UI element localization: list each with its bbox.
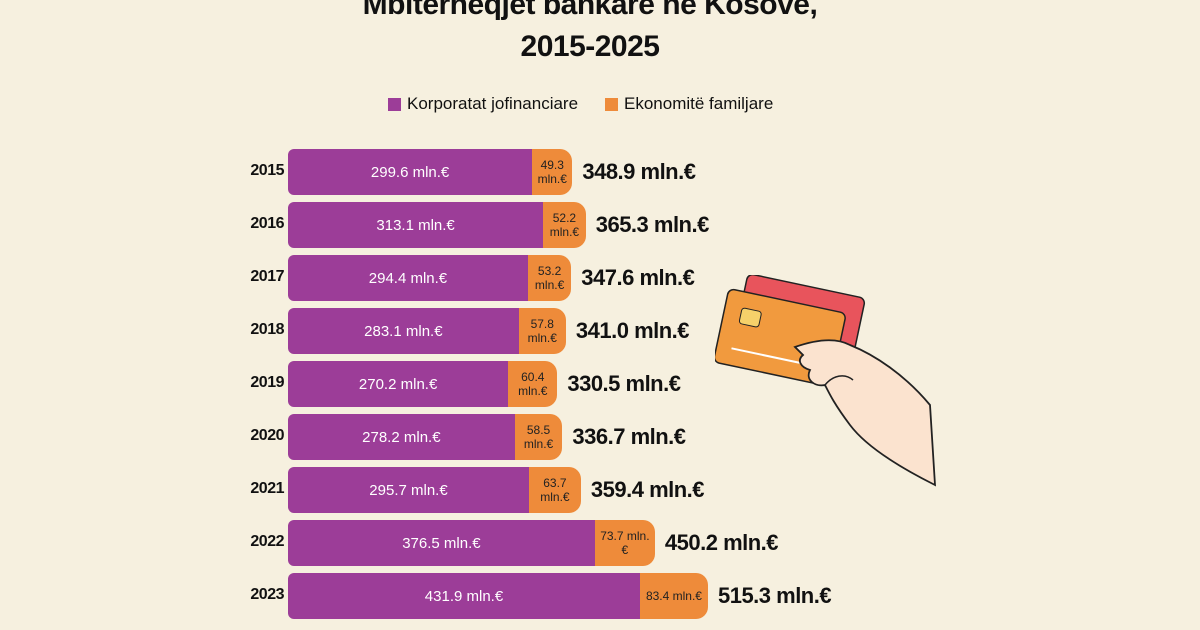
bar-segment: 278.2 mln.€ [288, 414, 515, 460]
total-label: 450.2 mln.€ [664, 530, 779, 555]
total-label: 359.4 mln.€ [590, 477, 705, 502]
bar-segment: 283.1 mln.€ [288, 308, 519, 354]
bar-segment: 63.7 mln.€ [528, 467, 581, 513]
chart-title: Mbitërheqjet bankare në Kosovë, [362, 0, 818, 21]
total-label: 348.9 mln.€ [582, 159, 696, 184]
bar-segment: 431.9 mln.€ [288, 573, 640, 619]
legend-item: Ekonomitë familjare [605, 94, 773, 114]
y-tick-label: 2015 [250, 162, 284, 179]
bar-segment: 73.7 mln.€ [594, 520, 655, 566]
value-label: 73.7 mln.€ [600, 529, 650, 557]
value-label: 278.2 mln.€ [362, 428, 441, 446]
y-tick-label: 2016 [250, 215, 284, 232]
total-label: 365.3 mln.€ [595, 212, 710, 237]
bar-segment: 299.6 mln.€ [288, 149, 533, 195]
value-label: 52.2 mln.€ [549, 211, 580, 239]
bar-segment: 295.7 mln.€ [288, 467, 529, 513]
y-tick-label: 2019 [250, 374, 284, 391]
bar-segment: 57.8 mln.€ [518, 308, 566, 354]
value-label: 283.1 mln.€ [364, 322, 443, 340]
legend-swatch [605, 97, 618, 111]
value-label: 270.2 mln.€ [358, 375, 438, 393]
y-tick-label: 2018 [250, 321, 284, 338]
bar-segment: 294.4 mln.€ [288, 255, 528, 301]
legend-swatch [388, 97, 401, 111]
bar-segment: 53.2 mln.€ [527, 255, 572, 301]
value-label: 57.8 mln.€ [527, 317, 557, 345]
bar-segment: 376.5 mln.€ [288, 520, 595, 566]
value-label: 53.2 mln.€ [534, 264, 565, 292]
y-tick-label: 2020 [250, 427, 284, 444]
value-label: 60.4 mln.€ [518, 370, 548, 398]
bar-segment: 52.2 mln.€ [543, 202, 586, 248]
legend-item: Korporatat jofinanciare [388, 94, 578, 114]
value-label: 376.5 mln.€ [402, 534, 481, 552]
total-label: 341.0 mln.€ [575, 318, 690, 343]
bar-segment: 49.3 mln.€ [532, 149, 573, 195]
y-tick-label: 2017 [250, 268, 284, 285]
bar-segment: 83.4 mln.€ [639, 573, 708, 619]
y-tick-label: 2022 [250, 533, 284, 550]
legend-label: Korporatat jofinanciare [407, 94, 579, 113]
card-illustration [715, 275, 936, 487]
value-label: 83.4 mln.€ [645, 589, 702, 603]
value-label: 313.1 mln.€ [376, 216, 455, 234]
value-label: 49.3 mln.€ [537, 158, 567, 186]
legend-label: Ekonomitë familjare [624, 94, 774, 113]
value-label: 295.7 mln.€ [369, 481, 448, 499]
bar-segment: 270.2 mln.€ [288, 361, 509, 407]
y-tick-label: 2021 [250, 480, 284, 497]
value-label: 58.5 mln.€ [523, 423, 554, 451]
y-tick-label: 2023 [250, 586, 284, 603]
value-label: 63.7 mln.€ [540, 476, 570, 504]
chart-subtitle: 2015-2025 [520, 30, 660, 63]
value-label: 431.9 mln.€ [424, 587, 504, 605]
total-label: 347.6 mln.€ [581, 265, 695, 290]
value-label: 294.4 mln.€ [368, 269, 448, 287]
total-label: 336.7 mln.€ [572, 424, 686, 449]
value-label: 299.6 mln.€ [370, 163, 450, 181]
bar-segment: 60.4 mln.€ [508, 361, 558, 407]
total-label: 515.3 mln.€ [717, 583, 832, 608]
bar-segment: 58.5 mln.€ [514, 414, 563, 460]
bar-segment: 313.1 mln.€ [288, 202, 544, 248]
total-label: 330.5 mln.€ [567, 371, 681, 396]
